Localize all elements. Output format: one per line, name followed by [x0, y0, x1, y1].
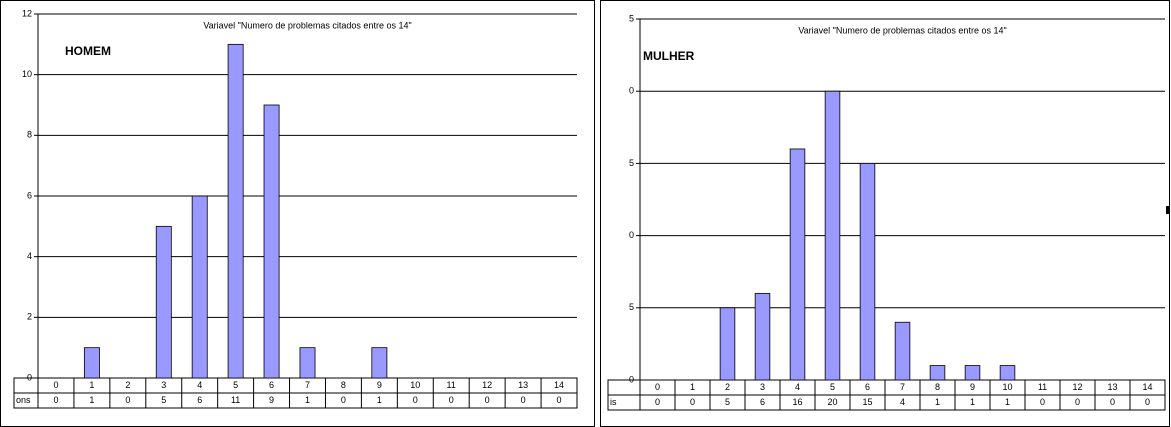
x-tick-label: 2 — [725, 382, 730, 392]
x-tick-label: 3 — [161, 380, 166, 390]
y-tick-label: 0 — [629, 374, 634, 384]
bar — [964, 365, 981, 381]
y-tick-label: 5 — [629, 302, 634, 312]
x-tick-label: 1 — [690, 382, 695, 392]
x-tick-label: 3 — [760, 382, 765, 392]
bar — [719, 307, 736, 381]
edge-mark — [1166, 206, 1169, 214]
bar — [299, 347, 316, 379]
table-row-label: is — [610, 397, 617, 407]
chart-title: Variavel "Numero de problemas citados en… — [798, 25, 1006, 35]
table-value: 1 — [377, 395, 382, 405]
table-value: 0 — [690, 397, 695, 407]
table-value: 20 — [827, 397, 837, 407]
table-value: 0 — [557, 395, 562, 405]
chart-title: Variavel "Numero de problemas citados en… — [203, 20, 411, 30]
table-value: 15 — [862, 397, 872, 407]
bar — [83, 347, 100, 379]
table-value: 11 — [231, 395, 240, 405]
bar — [155, 225, 172, 379]
x-tick-label: 8 — [935, 382, 940, 392]
table-row-label: ons — [16, 395, 31, 405]
right-panel — [600, 0, 1170, 427]
x-tick-label: 5 — [233, 380, 238, 390]
x-tick-label: 4 — [197, 380, 202, 390]
bar — [999, 365, 1016, 381]
bar — [824, 90, 841, 381]
bar — [894, 321, 911, 381]
y-tick-label: 12 — [22, 8, 32, 18]
bar — [371, 347, 388, 379]
x-tick-label: 14 — [554, 380, 564, 390]
table-value: 6 — [760, 397, 765, 407]
table-value: 0 — [449, 395, 454, 405]
x-tick-label: 11 — [447, 380, 456, 390]
bar — [789, 148, 806, 381]
bar — [754, 292, 771, 381]
x-tick-label: 13 — [518, 380, 528, 390]
table-value: 1 — [305, 395, 310, 405]
table-value: 1 — [1005, 397, 1010, 407]
table-value: 4 — [900, 397, 905, 407]
bar — [859, 162, 876, 381]
table-value: 1 — [970, 397, 975, 407]
x-tick-label: 14 — [1142, 382, 1152, 392]
x-tick-label: 1 — [89, 380, 94, 390]
bar — [929, 365, 946, 381]
table-value: 0 — [1040, 397, 1045, 407]
bar — [263, 104, 280, 379]
x-tick-label: 12 — [1072, 382, 1082, 392]
bar — [191, 195, 208, 379]
table-value: 0 — [53, 395, 58, 405]
x-tick-label: 6 — [865, 382, 870, 392]
y-tick-label: 6 — [27, 190, 32, 200]
x-tick-label: 0 — [655, 382, 660, 392]
x-tick-label: 8 — [341, 380, 346, 390]
x-tick-label: 2 — [125, 380, 130, 390]
table-value: 6 — [197, 395, 202, 405]
table-value: 0 — [485, 395, 490, 405]
y-tick-label: 0 — [27, 372, 32, 382]
x-tick-label: 6 — [269, 380, 274, 390]
y-tick-label: 0 — [629, 86, 634, 96]
y-tick-label: 2 — [27, 312, 32, 322]
x-tick-label: 12 — [482, 380, 492, 390]
table-value: 0 — [413, 395, 418, 405]
y-tick-label: 0 — [629, 230, 634, 240]
x-tick-label: 7 — [900, 382, 905, 392]
table-value: 0 — [341, 395, 346, 405]
x-tick-label: 9 — [970, 382, 975, 392]
x-tick-label: 10 — [410, 380, 420, 390]
table-value: 0 — [1110, 397, 1115, 407]
table-value: 0 — [1145, 397, 1150, 407]
y-tick-label: 10 — [22, 69, 32, 79]
table-value: 0 — [1075, 397, 1080, 407]
y-tick-label: 4 — [27, 251, 32, 261]
table-value: 1 — [89, 395, 94, 405]
y-tick-label: 5 — [629, 158, 634, 168]
table-value: 5 — [161, 395, 166, 405]
x-tick-label: 0 — [53, 380, 58, 390]
x-tick-label: 11 — [1038, 382, 1047, 392]
y-tick-label: 5 — [629, 13, 634, 23]
x-tick-label: 5 — [830, 382, 835, 392]
x-tick-label: 7 — [305, 380, 310, 390]
y-tick-label: 8 — [27, 130, 32, 140]
table-value: 5 — [725, 397, 730, 407]
x-tick-label: 13 — [1107, 382, 1117, 392]
x-tick-label: 9 — [377, 380, 382, 390]
table-value: 0 — [521, 395, 526, 405]
table-value: 9 — [269, 395, 274, 405]
x-tick-label: 4 — [795, 382, 800, 392]
x-tick-label: 10 — [1002, 382, 1012, 392]
annotation: MULHER — [643, 49, 695, 63]
table-value: 16 — [792, 397, 802, 407]
table-value: 0 — [125, 395, 130, 405]
annotation: HOMEM — [65, 44, 111, 58]
table-value: 1 — [935, 397, 940, 407]
table-value: 0 — [655, 397, 660, 407]
bar — [227, 43, 244, 379]
